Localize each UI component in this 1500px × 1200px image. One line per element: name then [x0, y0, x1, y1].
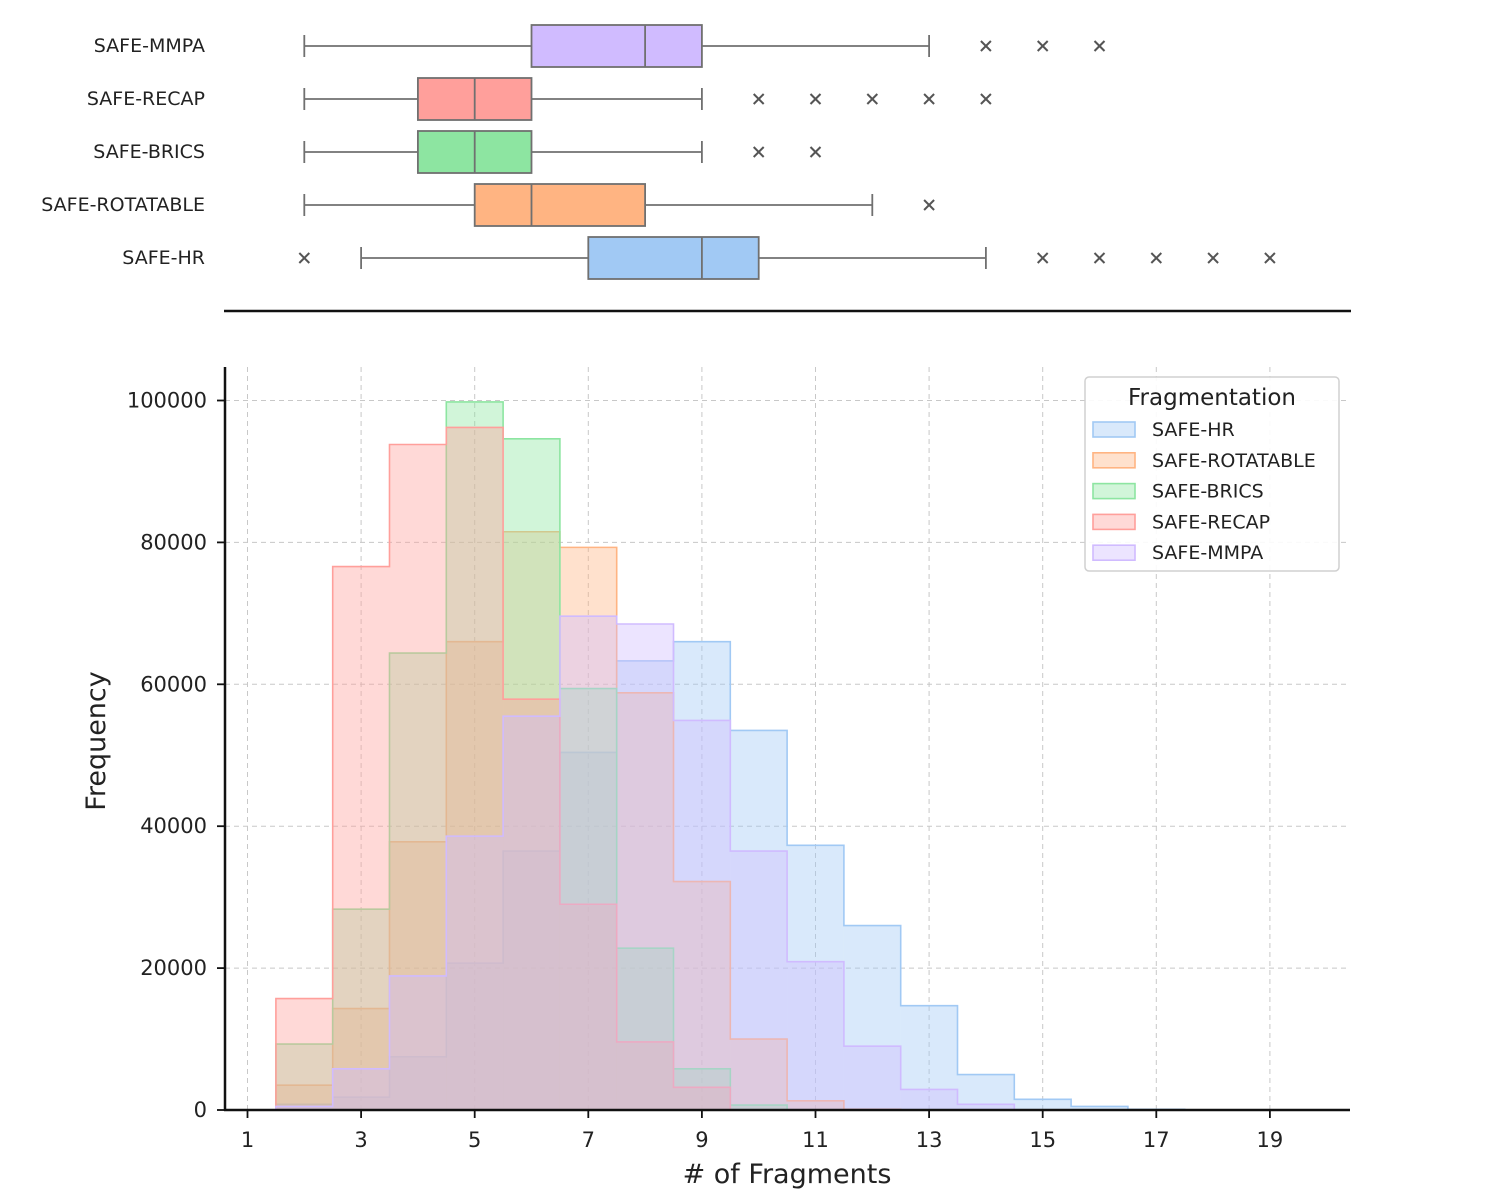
- x-tick-label-13: 13: [916, 1128, 943, 1152]
- x-tick-label-3: 3: [354, 1128, 367, 1152]
- box-safe-mmpa: [532, 25, 702, 67]
- outlier-safe-recap-2: [867, 94, 877, 104]
- bar-safe-mmpa-4: [390, 976, 447, 1110]
- x-tick-label-19: 19: [1257, 1128, 1284, 1152]
- bar-safe-mmpa-9: [674, 720, 731, 1110]
- bar-safe-hr-15: [1014, 1099, 1071, 1110]
- bar-safe-mmpa-5: [446, 836, 503, 1110]
- y-tick-label-40000: 40000: [140, 814, 207, 838]
- outlier-safe-hr-5: [1265, 253, 1275, 263]
- legend-label-safe-brics: SAFE-BRICS: [1152, 481, 1264, 503]
- box-label-safe-mmpa: SAFE-MMPA: [94, 35, 205, 57]
- outlier-safe-hr-1: [1038, 253, 1048, 263]
- outlier-safe-brics-0: [754, 147, 764, 157]
- legend-label-safe-rotatable: SAFE-ROTATABLE: [1152, 450, 1316, 472]
- legend-label-safe-hr: SAFE-HR: [1152, 419, 1235, 441]
- histogram-panel: 1 3 5 7 9 11 13 15 17 190200004000060000800001000…: [81, 367, 1350, 1190]
- boxplot-panel: SAFE-MMPA SAFE-RECAP SAFE-BRICS SAFE-ROTATA…: [41, 25, 1275, 279]
- y-axis-title: Frequency: [81, 671, 112, 811]
- outlier-safe-recap-3: [924, 94, 934, 104]
- y-tick-label-0: 0: [194, 1098, 207, 1122]
- y-tick-label-80000: 80000: [140, 530, 207, 554]
- legend-label-safe-mmpa: SAFE-MMPA: [1152, 542, 1263, 564]
- bar-safe-mmpa-3: [333, 1069, 390, 1110]
- figure: SAFE-MMPA SAFE-RECAP SAFE-BRICS SAFE-ROTATA…: [0, 0, 1500, 1200]
- box-label-safe-rotatable: SAFE-ROTATABLE: [41, 194, 205, 216]
- bar-safe-recap-3: [333, 567, 390, 1110]
- legend-swatch-safe-hr: [1093, 422, 1135, 437]
- outlier-safe-mmpa-2: [1095, 41, 1105, 51]
- box-safe-rotatable: [475, 184, 645, 226]
- bar-safe-mmpa-6: [503, 716, 560, 1110]
- outlier-safe-recap-4: [981, 94, 991, 104]
- box-safe-hr: [588, 237, 758, 279]
- x-tick-label-1: 1: [241, 1128, 254, 1152]
- bar-safe-mmpa-7: [560, 616, 617, 1110]
- bar-safe-mmpa-10: [730, 851, 787, 1110]
- outlier-safe-mmpa-1: [1038, 41, 1048, 51]
- outlier-safe-hr-2: [1095, 253, 1105, 263]
- bar-safe-mmpa-11: [787, 962, 844, 1110]
- outlier-safe-mmpa-0: [981, 41, 991, 51]
- y-tick-label-60000: 60000: [140, 672, 207, 696]
- legend-title: Fragmentation: [1128, 385, 1296, 411]
- outlier-safe-recap-0: [754, 94, 764, 104]
- legend-swatch-safe-recap: [1093, 514, 1135, 529]
- legend-swatch-safe-brics: [1093, 484, 1135, 499]
- box-label-safe-hr: SAFE-HR: [122, 247, 205, 269]
- bar-safe-mmpa-8: [617, 624, 674, 1110]
- x-tick-label-11: 11: [802, 1128, 829, 1152]
- x-tick-label-5: 5: [468, 1128, 481, 1152]
- outlier-safe-hr-3: [1151, 253, 1161, 263]
- y-tick-label-20000: 20000: [140, 956, 207, 980]
- x-tick-label-17: 17: [1143, 1128, 1170, 1152]
- bar-safe-mmpa-12: [844, 1046, 901, 1110]
- legend-swatch-safe-mmpa: [1093, 545, 1135, 560]
- bar-safe-mmpa-13: [901, 1089, 958, 1110]
- x-tick-label-9: 9: [695, 1128, 708, 1152]
- outlier-safe-brics-1: [811, 147, 821, 157]
- outlier-safe-rotatable-0: [924, 200, 934, 210]
- box-label-safe-brics: SAFE-BRICS: [93, 141, 205, 163]
- box-label-safe-recap: SAFE-RECAP: [87, 88, 205, 110]
- legend: Fragmentation SAFE-HR SAFE-ROTATABLE SAFE-B…: [1085, 377, 1339, 571]
- outlier-safe-recap-1: [811, 94, 821, 104]
- bar-safe-recap-2: [276, 999, 333, 1110]
- legend-label-safe-recap: SAFE-RECAP: [1152, 511, 1270, 533]
- legend-swatch-safe-rotatable: [1093, 453, 1135, 468]
- x-axis-title: # of Fragments: [683, 1159, 892, 1190]
- x-tick-label-7: 7: [582, 1128, 595, 1152]
- x-tick-label-15: 15: [1029, 1128, 1056, 1152]
- outlier-safe-hr-0: [299, 253, 309, 263]
- outlier-safe-hr-4: [1208, 253, 1218, 263]
- y-tick-label-100000: 100000: [127, 389, 207, 413]
